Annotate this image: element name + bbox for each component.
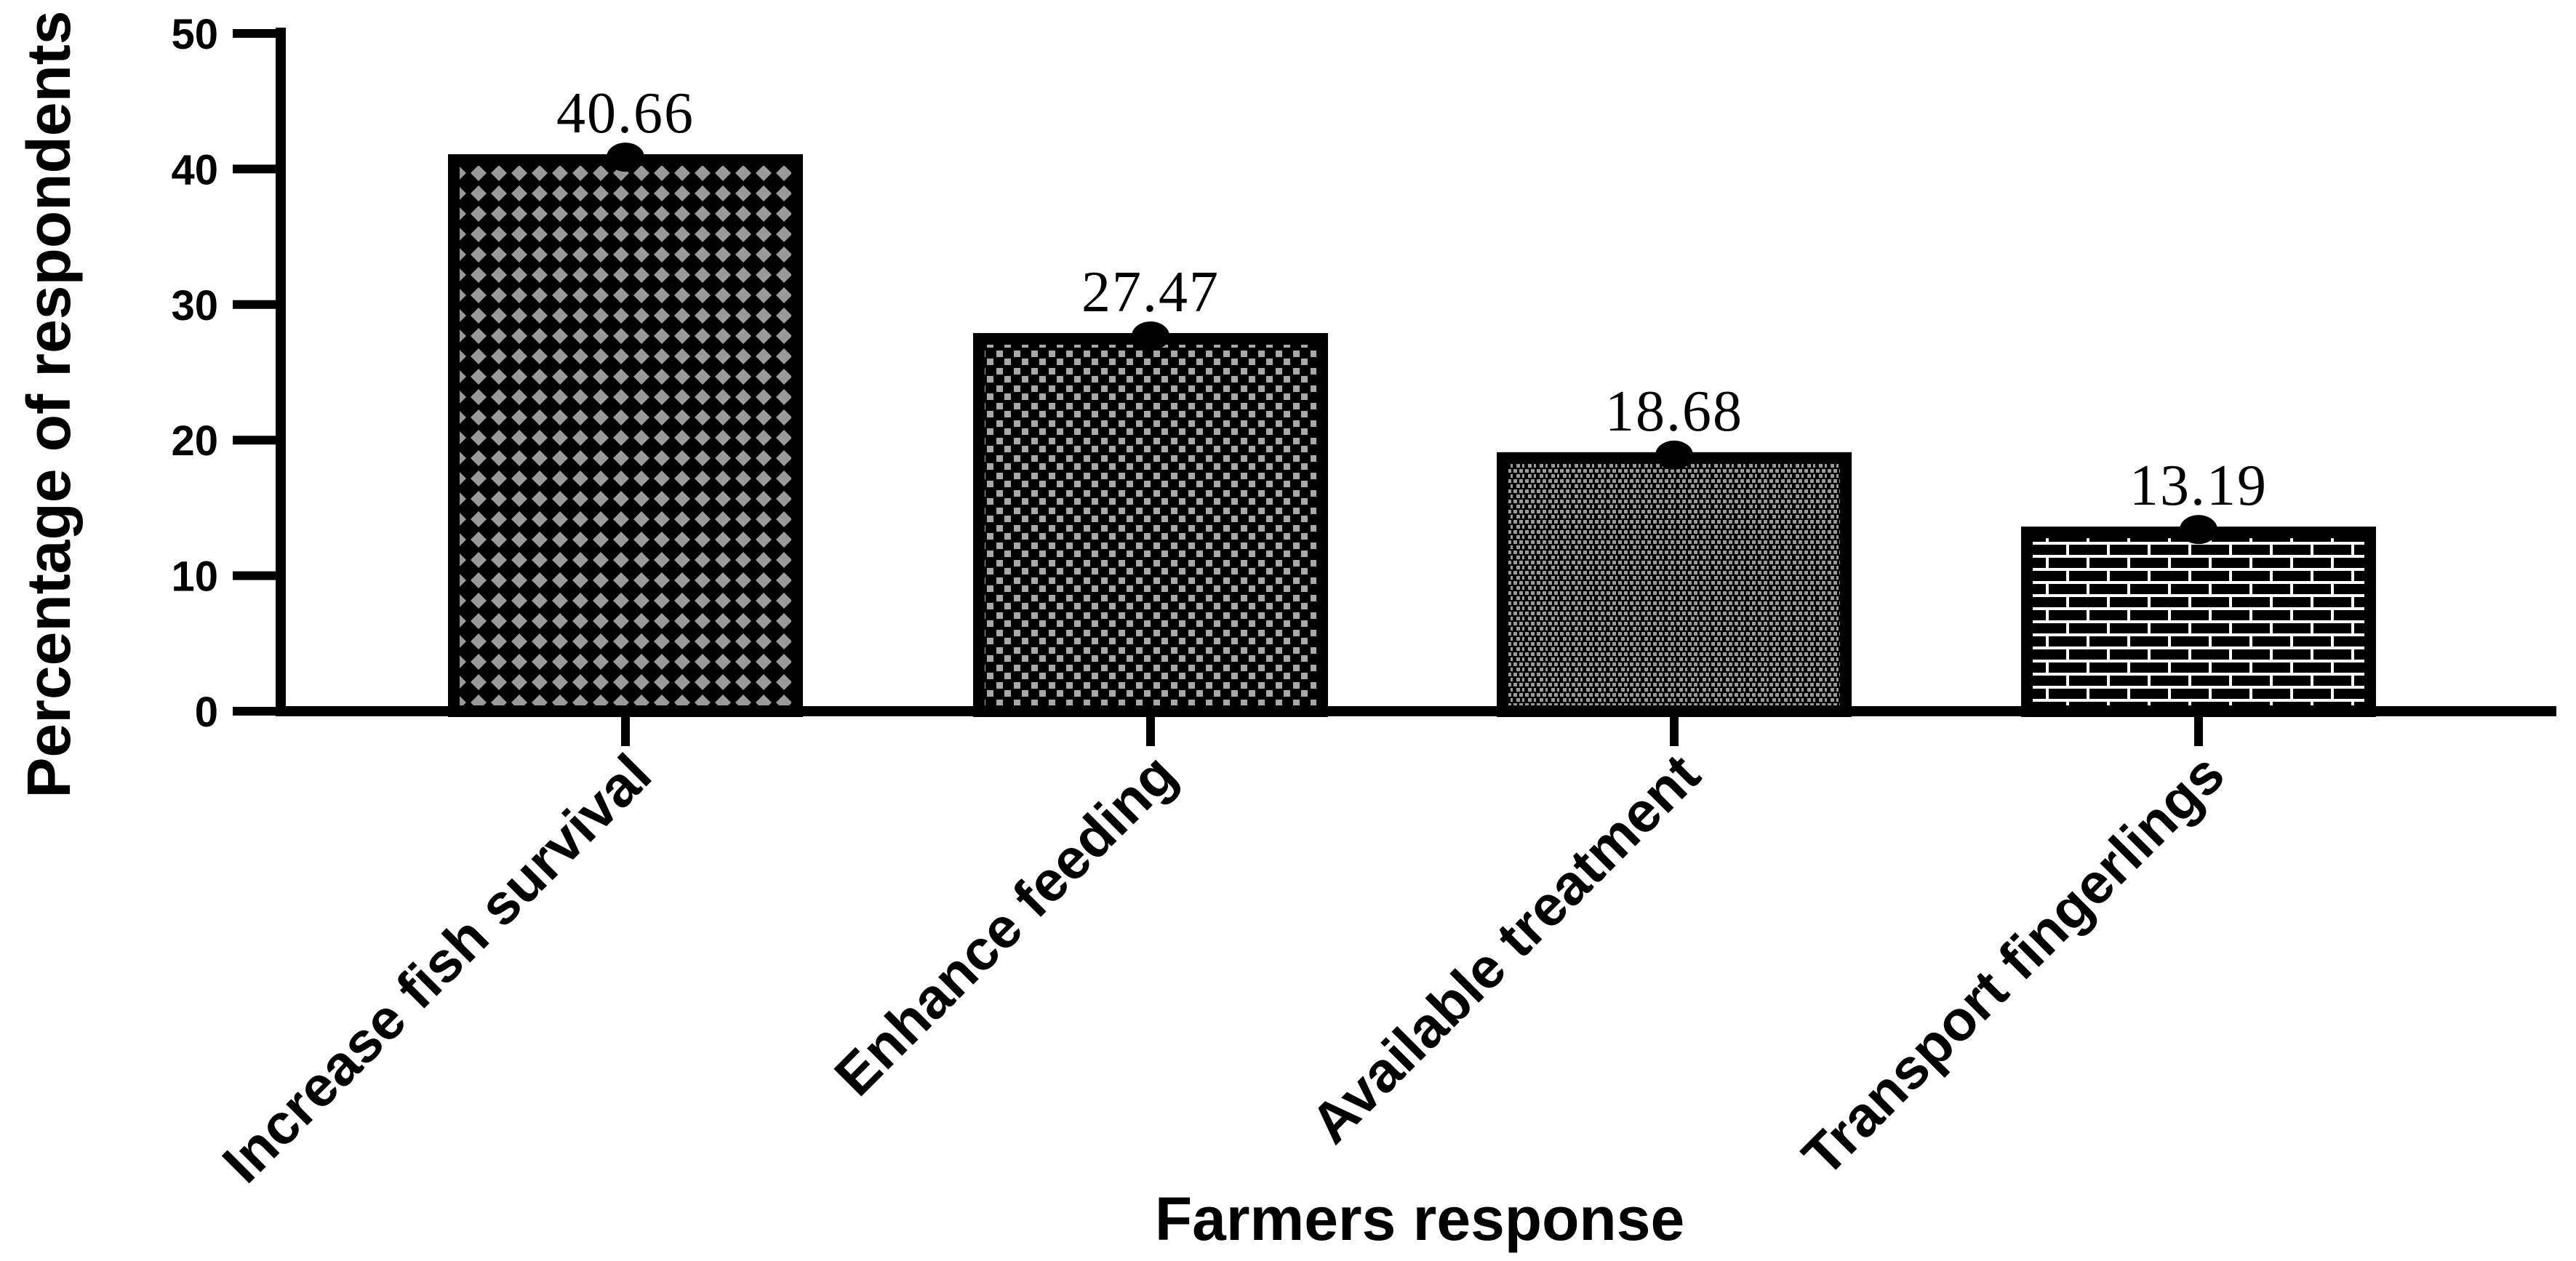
bar-3: [1497, 452, 1852, 717]
y-tick-label-40: 40: [171, 146, 218, 193]
data-label-2: 27.47: [1081, 260, 1220, 324]
data-label-3: 18.68: [1605, 380, 1743, 444]
bar-marker-1: [607, 143, 644, 172]
x-tick-label-1: Increase fish survival: [210, 742, 663, 1195]
data-label-1: 40.66: [556, 81, 695, 145]
y-tick-label-0: 0: [195, 689, 218, 736]
bar-marker-2: [1132, 321, 1169, 351]
y-tick-label-50: 50: [171, 11, 218, 58]
y-tick-label-20: 20: [171, 417, 218, 465]
y-tick-label-30: 30: [171, 282, 218, 329]
x-tick-label-4: Transport fingerlings: [1790, 742, 2236, 1188]
y-axis-title: Percentage of respondents: [15, 11, 83, 798]
x-tick-label-3: Available treatment: [1298, 742, 1712, 1156]
y-tick-label-10: 10: [171, 553, 218, 601]
bar-marker-3: [1655, 440, 1693, 470]
bar-2: [973, 332, 1328, 717]
bar-1: [448, 154, 803, 717]
x-axis-title: Farmers response: [1155, 1185, 1684, 1253]
x-tick-label-2: Enhance feeding: [822, 742, 1188, 1108]
bar-marker-4: [2180, 515, 2217, 545]
bar-4: [2021, 527, 2376, 718]
data-label-4: 13.19: [2129, 454, 2268, 518]
